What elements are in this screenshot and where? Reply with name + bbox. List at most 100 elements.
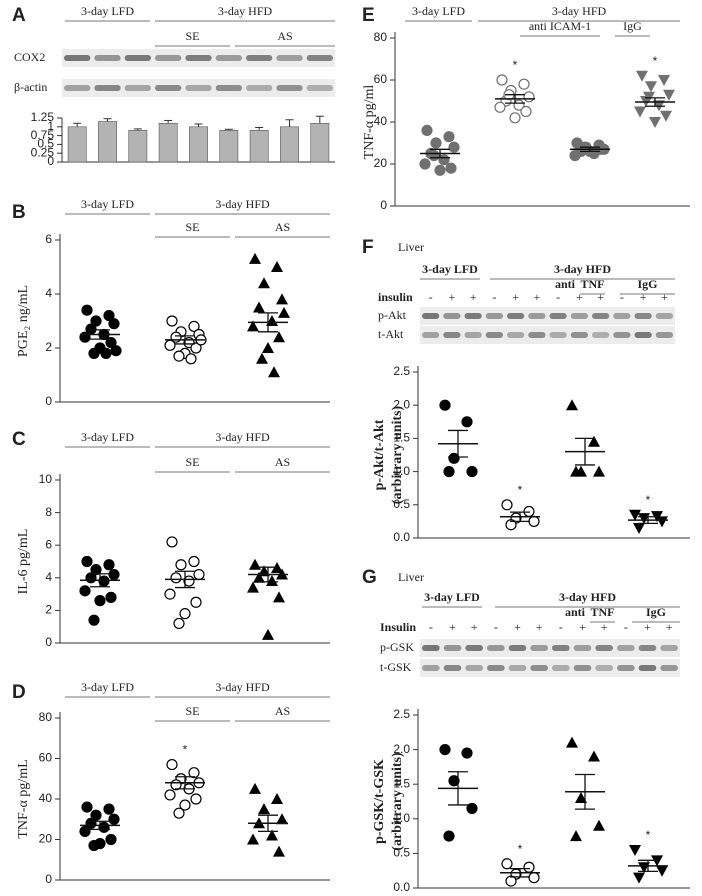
data-point — [185, 353, 197, 365]
data-point — [100, 347, 112, 359]
data-point — [193, 568, 205, 581]
insulin-sign: + — [576, 290, 583, 304]
blot-band — [64, 85, 91, 91]
insulin-sign: - — [429, 620, 433, 634]
data-point — [428, 150, 440, 162]
data-point — [81, 304, 93, 316]
data-point — [448, 452, 460, 464]
blot-band — [617, 665, 635, 671]
blot-band — [443, 313, 461, 319]
group-label: IgG — [623, 19, 642, 33]
y-tick-label: 4 — [45, 286, 52, 300]
data-point — [173, 617, 185, 630]
blot-title: Liver — [398, 240, 424, 254]
blot-band — [638, 645, 657, 651]
data-point — [88, 614, 100, 626]
insulin-sign: + — [536, 620, 543, 634]
bar — [158, 122, 178, 163]
insulin-sign: - — [494, 620, 498, 634]
data-point — [273, 845, 285, 857]
group-label: 3-day LFD — [422, 262, 478, 276]
bar — [189, 126, 208, 163]
data-point — [523, 505, 535, 518]
blot-band — [422, 665, 440, 671]
data-point — [262, 628, 274, 640]
y-tick-label: 1.5 — [393, 776, 410, 790]
blot-band — [306, 85, 333, 91]
data-point — [494, 101, 506, 113]
bar — [98, 121, 117, 163]
y-axis-label: (arbitrary units) — [390, 752, 405, 851]
data-point — [105, 833, 117, 846]
y-tick-label: 2.0 — [393, 742, 410, 756]
blot-band — [570, 313, 588, 319]
data-point — [271, 793, 283, 804]
group-label: 3-day LFD — [424, 590, 480, 604]
blot-band — [246, 55, 273, 61]
data-point — [258, 803, 270, 815]
data-point — [173, 807, 185, 819]
blot-band — [155, 55, 182, 61]
blot-row-label: t-Akt — [378, 327, 404, 341]
data-point — [638, 513, 650, 525]
blot-band — [595, 665, 613, 671]
data-point — [81, 801, 93, 813]
insulin-sign: - — [624, 620, 628, 634]
data-point — [179, 608, 191, 620]
insulin-sign: + — [514, 620, 521, 634]
blot-band — [124, 85, 151, 91]
blot-band — [246, 85, 273, 91]
blot-band — [487, 645, 505, 651]
data-point — [593, 819, 605, 831]
y-axis-label: (arbitrary units) — [390, 405, 405, 504]
blot-band — [464, 313, 482, 319]
data-point — [633, 872, 645, 884]
data-point — [439, 399, 451, 411]
data-point — [278, 306, 290, 318]
insulin-sign: - — [620, 290, 624, 304]
y-tick-label: 40 — [374, 114, 388, 128]
group-label: 3-day LFD — [81, 430, 134, 444]
insulin-sign: + — [601, 620, 608, 634]
insulin-sign: + — [666, 620, 673, 634]
data-point — [523, 861, 535, 873]
data-point — [501, 499, 513, 511]
data-point — [570, 830, 582, 842]
data-point — [466, 802, 478, 815]
data-point — [443, 830, 455, 842]
data-point — [575, 792, 587, 804]
blot-band — [530, 665, 548, 671]
y-axis-label: IL-6 pg/mL — [16, 529, 31, 595]
blot-band — [573, 645, 592, 651]
y-tick-label: 2 — [45, 603, 52, 617]
group-label: 3-day HFD — [554, 262, 611, 276]
data-point — [660, 110, 672, 122]
panel-letter: D — [12, 682, 26, 703]
blot-band — [215, 55, 242, 61]
data-point — [190, 793, 202, 805]
blot-band — [94, 55, 121, 61]
data-point — [262, 342, 274, 353]
data-point — [663, 89, 675, 101]
data-point — [88, 839, 100, 852]
data-point — [166, 758, 178, 771]
blot-band — [94, 85, 121, 91]
group-label: 3-day LFD — [412, 4, 465, 18]
y-tick-label: 10 — [39, 472, 53, 486]
data-point — [164, 588, 176, 600]
insulin-sign: + — [644, 620, 651, 634]
data-point — [188, 767, 200, 779]
insulin-sign: - — [492, 290, 496, 304]
data-point — [188, 555, 200, 568]
data-point — [90, 315, 102, 327]
data-point — [434, 164, 446, 176]
blot-band — [64, 55, 91, 61]
data-point — [247, 581, 259, 593]
blot-strip — [420, 307, 675, 325]
data-point — [570, 465, 582, 477]
panel-letter: G — [362, 567, 377, 588]
blot-row-label: p-GSK — [380, 640, 414, 654]
blot-band — [443, 665, 462, 671]
data-point — [164, 789, 176, 801]
blot-band — [507, 332, 525, 338]
